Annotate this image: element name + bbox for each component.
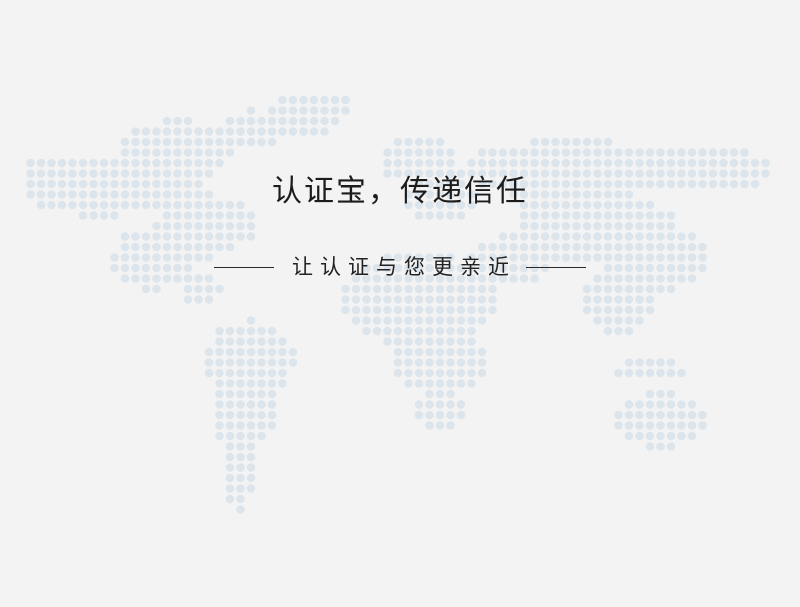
tagline: 让认证与您更亲近 <box>292 255 516 279</box>
right-rule <box>526 266 586 268</box>
headline: 认证宝，传递信任 <box>272 174 528 209</box>
left-rule <box>214 266 274 268</box>
tagline-row: 让认证与您更亲近 <box>0 250 800 284</box>
